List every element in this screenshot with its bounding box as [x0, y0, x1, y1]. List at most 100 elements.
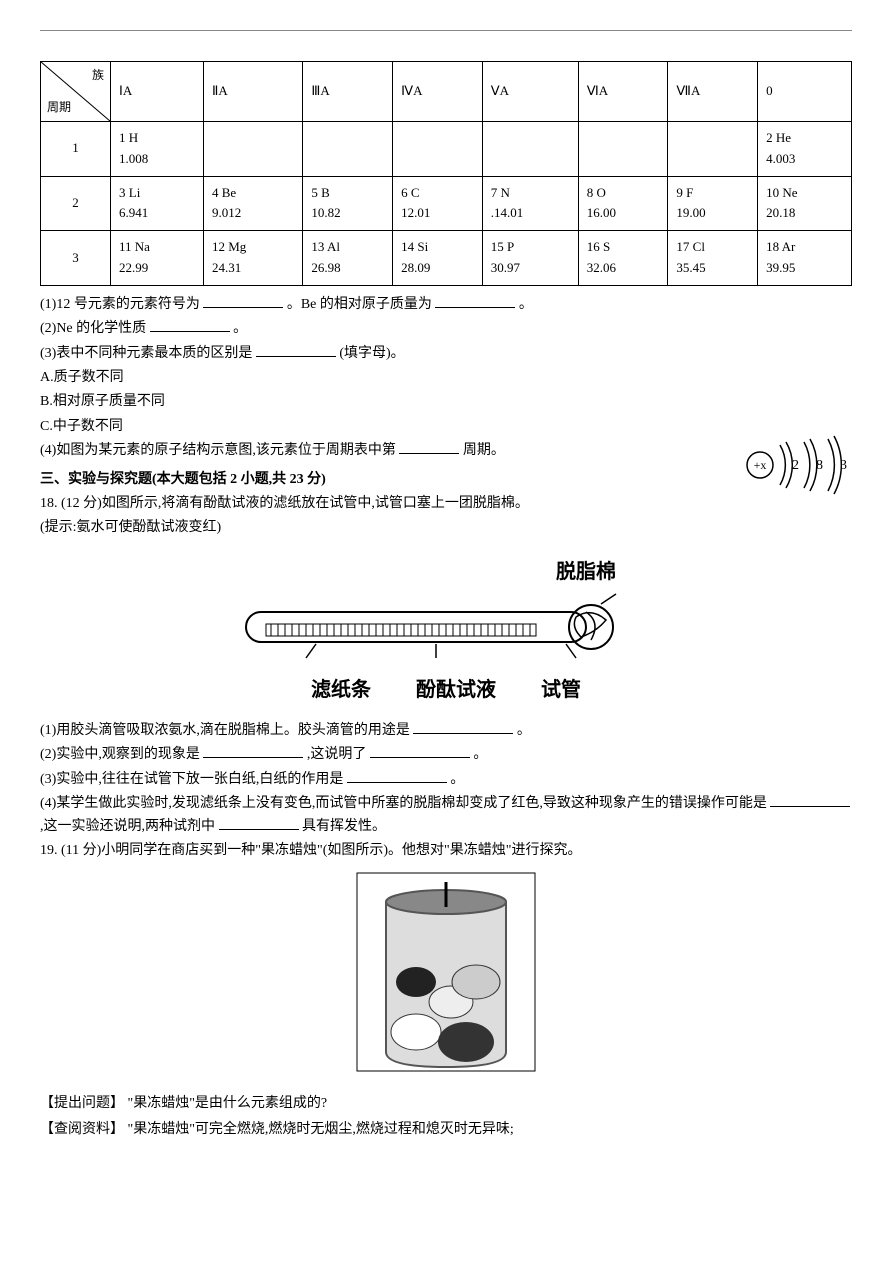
element-number-symbol: 4 Be — [212, 183, 294, 204]
element-number-symbol: 3 Li — [119, 183, 195, 204]
element-number-symbol: 17 Cl — [676, 237, 749, 258]
q2-pre: (2)Ne 的化学性质 — [40, 321, 146, 336]
q19-info: 【查阅资料】 "果冻蜡烛"可完全燃烧,燃烧时无烟尘,燃烧过程和熄灭时无异味; — [40, 1117, 852, 1141]
blank[interactable] — [770, 793, 850, 807]
corner-cell: 族 周期 — [41, 62, 111, 122]
element-cell: 9 F19.00 — [668, 176, 758, 231]
top-rule — [40, 30, 852, 31]
element-cell — [668, 122, 758, 177]
q4: (4)如图为某元素的原子结构示意图,该元素位于周期表中第 周期。 — [40, 440, 852, 462]
period-label: 1 — [41, 122, 111, 177]
element-number-symbol: 15 P — [491, 237, 570, 258]
element-cell: 17 Cl35.45 — [668, 231, 758, 286]
element-cell: 12 Mg24.31 — [203, 231, 302, 286]
element-number-symbol: 7 N — [491, 183, 570, 204]
element-cell: 1 H1.008 — [111, 122, 204, 177]
svg-text:8: 8 — [816, 458, 823, 473]
group-header: ⅡA — [203, 62, 302, 122]
element-cell — [393, 122, 483, 177]
element-cell — [303, 122, 393, 177]
element-cell: 11 Na22.99 — [111, 231, 204, 286]
element-cell: 6 C12.01 — [393, 176, 483, 231]
element-mass: 19.00 — [676, 203, 749, 224]
element-number-symbol: 6 C — [401, 183, 474, 204]
element-cell: 16 S32.06 — [578, 231, 668, 286]
label-filter-paper: 滤纸条 — [311, 679, 371, 701]
section-3-heading: 三、实验与探究题(本大题包括 2 小题,共 23 分) — [40, 469, 852, 491]
q18-3: (3)实验中,往往在试管下放一张白纸,白纸的作用是 。 — [40, 769, 852, 791]
q18-4-pre: (4)某学生做此实验时,发现滤纸条上没有变色,而试管中所塞的脱脂棉却变成了红色,… — [40, 796, 767, 811]
element-mass: 9.012 — [212, 203, 294, 224]
q4-pre: (4)如图为某元素的原子结构示意图,该元素位于周期表中第 — [40, 443, 396, 458]
period-label: 2 — [41, 176, 111, 231]
element-number-symbol: 14 Si — [401, 237, 474, 258]
blank[interactable] — [435, 294, 515, 308]
element-number-symbol: 9 F — [676, 183, 749, 204]
blank[interactable] — [399, 440, 459, 454]
q18-2-mid: ,这说明了 — [307, 747, 367, 762]
blank[interactable] — [370, 744, 470, 758]
element-number-symbol: 12 Mg — [212, 237, 294, 258]
q3-opt-a: A.质子数不同 — [40, 367, 852, 389]
q18-3-end: 。 — [450, 772, 464, 787]
group-header: 0 — [758, 62, 852, 122]
blank[interactable] — [413, 720, 513, 734]
element-cell: 15 P30.97 — [482, 231, 578, 286]
element-cell: 4 Be9.012 — [203, 176, 302, 231]
blank[interactable] — [150, 318, 230, 332]
q19-ask: 【提出问题】 "果冻蜡烛"是由什么元素组成的? — [40, 1091, 852, 1115]
element-number-symbol: 5 B — [311, 183, 384, 204]
element-mass: .14.01 — [491, 203, 570, 224]
blank[interactable] — [256, 343, 336, 357]
label-cotton: 脱脂棉 — [556, 561, 616, 583]
q3-opt-c: C.中子数不同 — [40, 416, 852, 438]
element-cell: 3 Li6.941 — [111, 176, 204, 231]
period-label: 3 — [41, 231, 111, 286]
group-header: ⅥA — [578, 62, 668, 122]
blank[interactable] — [347, 769, 447, 783]
q1: (1)12 号元素的元素符号为 。Be 的相对原子质量为 。 — [40, 294, 852, 316]
info-label: 【查阅资料】 — [40, 1120, 124, 1136]
element-number-symbol: 2 He — [766, 128, 843, 149]
element-number-symbol: 8 O — [587, 183, 660, 204]
element-cell: 7 N.14.01 — [482, 176, 578, 231]
q18-intro: 18. (12 分)如图所示,将滴有酚酞试液的滤纸放在试管中,试管口塞上一团脱脂… — [40, 493, 852, 515]
q1-end: 。 — [519, 297, 533, 312]
blank[interactable] — [203, 294, 283, 308]
element-mass: 26.98 — [311, 258, 384, 279]
label-test-tube: 试管 — [541, 679, 581, 701]
element-mass: 35.45 — [676, 258, 749, 279]
q18-4-end: 具有挥发性。 — [302, 819, 386, 834]
element-mass: 24.31 — [212, 258, 294, 279]
q3-post: (填字母)。 — [339, 346, 404, 361]
atom-center: +x — [754, 458, 767, 472]
element-cell: 2 He4.003 — [758, 122, 852, 177]
element-mass: 28.09 — [401, 258, 474, 279]
blank[interactable] — [219, 816, 299, 830]
q18-hint: (提示:氨水可使酚酞试液变红) — [40, 517, 852, 539]
q19-intro: 19. (11 分)小明同学在商店买到一种"果冻蜡烛"(如图所示)。他想对"果冻… — [40, 840, 852, 862]
q3-pre: (3)表中不同种元素最本质的区别是 — [40, 346, 252, 361]
corner-bottom-label: 周期 — [47, 98, 71, 117]
q3: (3)表中不同种元素最本质的区别是 (填字母)。 — [40, 343, 852, 365]
svg-text:2: 2 — [792, 458, 799, 473]
element-mass: 10.82 — [311, 203, 384, 224]
periodic-table: 族 周期 ⅠA ⅡA ⅢA ⅣA ⅤA ⅥA ⅦA 0 11 H1.0082 H… — [40, 61, 852, 286]
blank[interactable] — [203, 744, 303, 758]
element-number-symbol: 10 Ne — [766, 183, 843, 204]
group-header: ⅣA — [393, 62, 483, 122]
element-cell: 13 Al26.98 — [303, 231, 393, 286]
element-cell: 14 Si28.09 — [393, 231, 483, 286]
group-header: ⅦA — [668, 62, 758, 122]
q18-1-pre: (1)用胶头滴管吸取浓氨水,滴在脱脂棉上。胶头滴管的用途是 — [40, 723, 410, 738]
element-cell: 10 Ne20.18 — [758, 176, 852, 231]
table-row: 11 H1.008 2 He4.003 — [41, 122, 852, 177]
element-number-symbol: 18 Ar — [766, 237, 843, 258]
info-text: "果冻蜡烛"可完全燃烧,燃烧时无烟尘,燃烧过程和熄灭时无异味; — [128, 1122, 514, 1137]
q3-opt-b: B.相对原子质量不同 — [40, 391, 852, 413]
q18-4-mid: ,这一实验还说明,两种试剂中 — [40, 819, 215, 834]
q18-2-end: 。 — [473, 747, 487, 762]
element-number-symbol: 13 Al — [311, 237, 384, 258]
corner-top-label: 族 — [92, 66, 104, 85]
table-row: 311 Na22.9912 Mg24.3113 Al26.9814 Si28.0… — [41, 231, 852, 286]
